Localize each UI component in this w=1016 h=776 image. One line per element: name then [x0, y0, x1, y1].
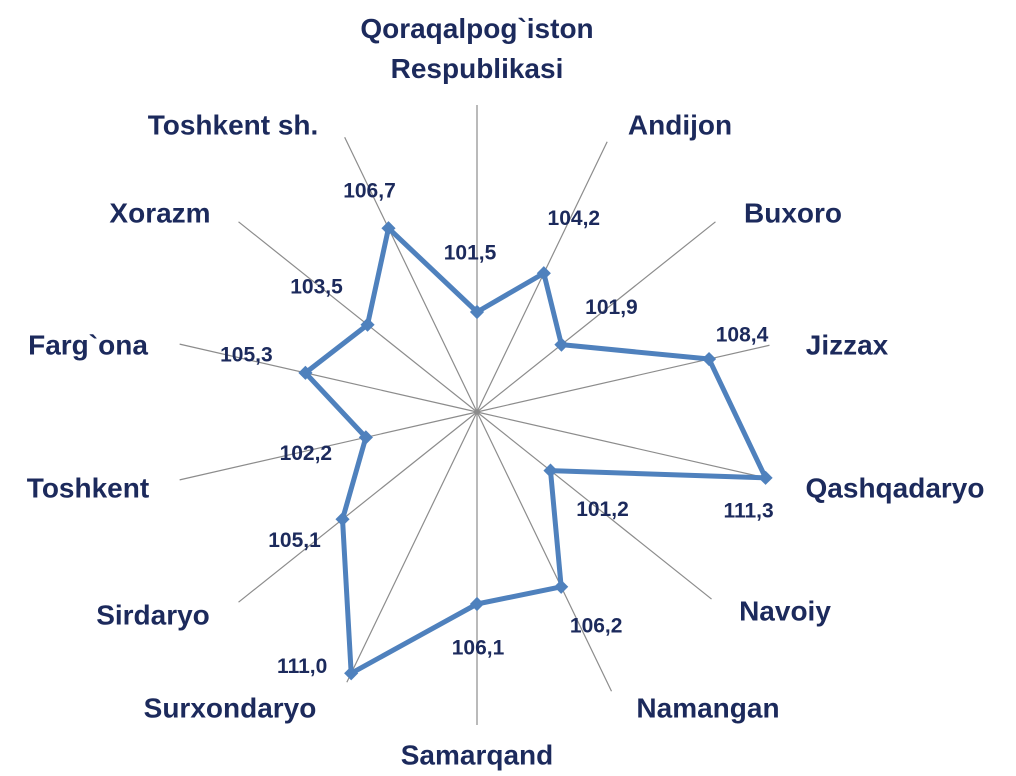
marker — [701, 351, 717, 367]
spoke — [238, 221, 478, 413]
marker — [358, 430, 373, 445]
spoke — [476, 411, 613, 692]
marker — [360, 317, 375, 332]
marker — [298, 365, 313, 380]
data-label: 106,7 — [343, 180, 396, 203]
data-label: 106,2 — [570, 614, 623, 637]
data-label: 108,4 — [716, 324, 769, 347]
spoke — [346, 411, 478, 683]
spoke — [476, 221, 716, 413]
spoke — [476, 344, 770, 413]
category-label: Buxoro — [744, 197, 842, 228]
marker — [543, 463, 558, 478]
category-label: Namangan — [636, 692, 779, 723]
data-label: 111,0 — [277, 655, 327, 678]
spoke — [476, 411, 712, 600]
marker — [469, 596, 485, 612]
data-label: 105,1 — [268, 529, 321, 552]
data-label: 106,1 — [452, 637, 505, 660]
category-label: Farg`ona — [28, 329, 148, 360]
data-label: 103,5 — [290, 275, 343, 298]
marker — [469, 304, 485, 320]
category-label: Samarqand — [401, 739, 554, 770]
marker — [335, 512, 350, 527]
category-label: Qoraqalpog`iston Respublikasi — [360, 13, 593, 84]
spoke — [179, 411, 478, 481]
data-label: 111,3 — [723, 499, 773, 522]
category-label: Andijon — [628, 109, 732, 140]
data-label: 101,5 — [444, 242, 497, 265]
data-label: 102,2 — [280, 442, 333, 465]
data-label: 101,9 — [585, 296, 638, 319]
category-label: Toshkent sh. — [148, 109, 319, 140]
marker — [758, 470, 773, 485]
spoke — [238, 411, 478, 603]
data-label: 101,2 — [576, 498, 629, 521]
category-label: Toshkent — [27, 472, 149, 503]
radar-line — [302, 225, 769, 676]
category-label: Navoiy — [739, 595, 831, 626]
marker — [536, 266, 551, 281]
category-label: Surxondaryo — [144, 692, 317, 723]
spoke — [476, 411, 770, 480]
spoke — [344, 136, 478, 413]
marker — [554, 337, 569, 352]
marker — [381, 221, 396, 236]
category-label: Qashqadaryo — [806, 472, 985, 503]
marker — [554, 579, 569, 594]
data-label: 104,2 — [548, 207, 601, 230]
data-label: 105,3 — [220, 343, 273, 366]
category-label: Sirdaryo — [96, 599, 210, 630]
category-label: Jizzax — [806, 329, 889, 360]
spoke — [179, 343, 478, 413]
category-label: Xorazm — [109, 197, 210, 228]
marker — [344, 666, 359, 681]
